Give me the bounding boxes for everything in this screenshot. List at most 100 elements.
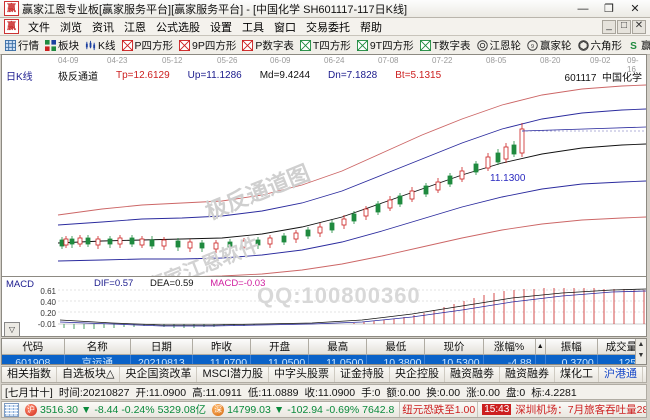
col-header-change-pct[interactable]: 涨幅% <box>483 339 536 355</box>
table-row[interactable]: 601908 京运通 20210813 11.0700 11.0500 11.0… <box>2 354 646 364</box>
date-tick: 07-08 <box>378 56 399 65</box>
info-position: 盘:0 <box>505 386 526 399</box>
mdi-window-controls: _ □ ✕ <box>601 19 648 34</box>
toolbar-quotes-label: 行情 <box>18 39 39 52</box>
col-header-high[interactable]: 最高 <box>308 339 368 355</box>
info-lunar-date: [七月廿十] <box>5 386 53 399</box>
col-header-prev-close[interactable]: 昨收 <box>192 339 252 355</box>
nav-item-soe-reform[interactable]: 央企国资改革 <box>120 367 198 382</box>
chart-period-label: 日K线 <box>6 72 33 83</box>
menu-item-trade[interactable]: 交易委托 <box>306 21 350 34</box>
col-header-name[interactable]: 名称 <box>64 339 131 355</box>
close-button[interactable]: ✕ <box>630 3 640 15</box>
table-scrollbar[interactable]: ▲ ▼ <box>635 339 646 364</box>
menu-item-gann[interactable]: 江恩 <box>124 21 146 34</box>
toolbar-service-label: 赢家服务 <box>641 38 650 53</box>
indicator-dn: Dn=7.1828 <box>328 69 378 81</box>
toolbar-hexagon[interactable]: 六角形 <box>575 38 626 53</box>
menu-item-window[interactable]: 窗口 <box>274 21 296 34</box>
col-header-date[interactable]: 日期 <box>130 339 193 355</box>
cell-spacer <box>535 354 546 364</box>
toolbar-table-p-label: P数字表 <box>255 39 294 52</box>
nav-item-msci[interactable]: MSCI潜力股 <box>197 367 269 382</box>
toolbar-gann-wheel[interactable]: 江恩轮 <box>474 38 525 53</box>
toolbar-square-p[interactable]: P四方形 <box>119 38 177 53</box>
toolbar-quotes[interactable]: 行情 <box>2 38 42 53</box>
menu-item-formula[interactable]: 公式选股 <box>156 21 200 34</box>
info-mark: 标:4.2281 <box>531 386 577 399</box>
menu-item-tools[interactable]: 工具 <box>242 21 264 34</box>
maximize-button[interactable]: ❐ <box>604 3 614 15</box>
sh-index-pct: -0.24% <box>121 403 155 416</box>
mdi-close-button[interactable]: ✕ <box>632 19 646 34</box>
date-tick: 09-02 <box>590 56 611 65</box>
toolbar-service[interactable]: S 赢家服务 <box>625 38 650 53</box>
nav-item-margin-2[interactable]: 融资融券 <box>500 367 555 382</box>
toolbar-winner-wheel-label: 赢家轮 <box>540 39 572 52</box>
col-header-code[interactable]: 代码 <box>2 339 65 355</box>
cell-date: 20210813 <box>130 354 193 364</box>
toolbar-square-9p-label: 9P四方形 <box>192 39 237 52</box>
cell-low: 10.3800 <box>366 354 426 364</box>
macd-dea-line <box>59 290 646 327</box>
col-header-price[interactable]: 现价 <box>424 339 484 355</box>
cell-code: 601908 <box>2 354 65 364</box>
toolbar-kline[interactable]: K线 <box>82 38 119 53</box>
col-header-amplitude[interactable]: 振幅 <box>545 339 598 355</box>
macd-title: MACD <box>6 279 34 290</box>
nav-item-zhengjin[interactable]: 证金持股 <box>335 367 390 382</box>
col-header-open[interactable]: 开盘 <box>250 339 310 355</box>
candlestick-icon <box>85 40 96 50</box>
date-tick: 07-22 <box>432 56 453 65</box>
mdi-minimize-button[interactable]: _ <box>602 19 616 34</box>
news-headline[interactable]: 深圳机场：7月旅客吞吐量281.42万人次 同 <box>515 404 646 416</box>
macd-plot[interactable] <box>2 286 647 336</box>
nav-item-watchlist[interactable]: 自选板块△ <box>57 367 121 382</box>
price-plot[interactable] <box>2 83 647 291</box>
scroll-down-arrow[interactable]: ▼ <box>637 352 645 359</box>
sh-index-value: 3516.30 <box>40 403 78 416</box>
toolbar-square-p-label: P四方形 <box>134 39 174 52</box>
date-axis: 04-09 04-23 05-12 05-26 06-09 06-24 07-0… <box>2 56 646 74</box>
col-header-low[interactable]: 最低 <box>366 339 426 355</box>
nav-item-hk-connect[interactable]: 沪港通 <box>599 367 643 382</box>
toolbar-table-t-label: T数字表 <box>432 39 471 52</box>
menu-item-news[interactable]: 资讯 <box>92 21 114 34</box>
menu-item-file[interactable]: 文件 <box>28 21 50 34</box>
minimize-button[interactable]: — <box>577 2 589 15</box>
toolbar-square-t[interactable]: T四方形 <box>297 38 354 53</box>
nav-item-coal-chemical[interactable]: 煤化工 <box>555 367 599 382</box>
toolbar-table-p[interactable]: P数字表 <box>239 38 297 53</box>
toolbar-table-t[interactable]: T数字表 <box>417 38 474 53</box>
nav-more-button[interactable]: — <box>643 369 646 381</box>
menu-item-settings[interactable]: 设置 <box>210 21 232 34</box>
toolbar-sectors[interactable]: 板块 <box>42 38 82 53</box>
toolbar-square-9t[interactable]: 9T四方形 <box>354 38 417 53</box>
macd-panel[interactable]: MACD DIF=0.57 DEA=0.59 MACD=-0.03 <box>1 276 647 337</box>
blocks-icon <box>45 39 56 51</box>
menu-logo-icon: 赢 <box>4 19 19 34</box>
nav-item-related-index[interactable]: 相关指数 <box>2 367 57 382</box>
menu-item-browse[interactable]: 浏览 <box>60 21 82 34</box>
square-9t-icon <box>356 39 368 51</box>
ohlc-info-bar: [七月廿十] 时间:20210827 开:11.0900 高:11.0911 低… <box>1 384 647 400</box>
scroll-up-arrow[interactable]: ▲ <box>637 341 645 348</box>
indicator-up: Up=11.1286 <box>187 69 242 81</box>
toolbar-square-9p[interactable]: 9P四方形 <box>176 38 239 53</box>
nav-item-zhongzi[interactable]: 中字头股票 <box>269 367 335 382</box>
macd-pane-scroll-button[interactable]: ▽ <box>4 322 20 336</box>
col-header-sort-icon[interactable]: ▲ <box>535 339 546 355</box>
nav-item-margin-1[interactable]: 融资融劵 <box>445 367 500 382</box>
mdi-restore-button[interactable]: □ <box>617 19 631 34</box>
toolbar-winner-wheel[interactable]: 9 赢家轮 <box>524 38 575 53</box>
macd-dea: DEA=0.59 <box>149 278 194 289</box>
table-header-row: 代码 名称 日期 昨收 开盘 最高 最低 现价 涨幅% ▲ 振幅 成交量 <box>2 339 646 355</box>
quote-table[interactable]: 代码 名称 日期 昨收 开盘 最高 最低 现价 涨幅% ▲ 振幅 成交量 601… <box>1 338 647 365</box>
toolbar-hexagon-label: 六角形 <box>590 39 623 52</box>
date-tick: 09-16 <box>627 56 639 74</box>
market-board-icon[interactable] <box>4 402 19 417</box>
menu-item-help[interactable]: 帮助 <box>360 21 382 34</box>
nav-item-soe-holding[interactable]: 央企控股 <box>390 367 445 382</box>
macd-axis-0: 0.61 <box>40 287 56 296</box>
date-tick: 05-12 <box>162 56 183 65</box>
